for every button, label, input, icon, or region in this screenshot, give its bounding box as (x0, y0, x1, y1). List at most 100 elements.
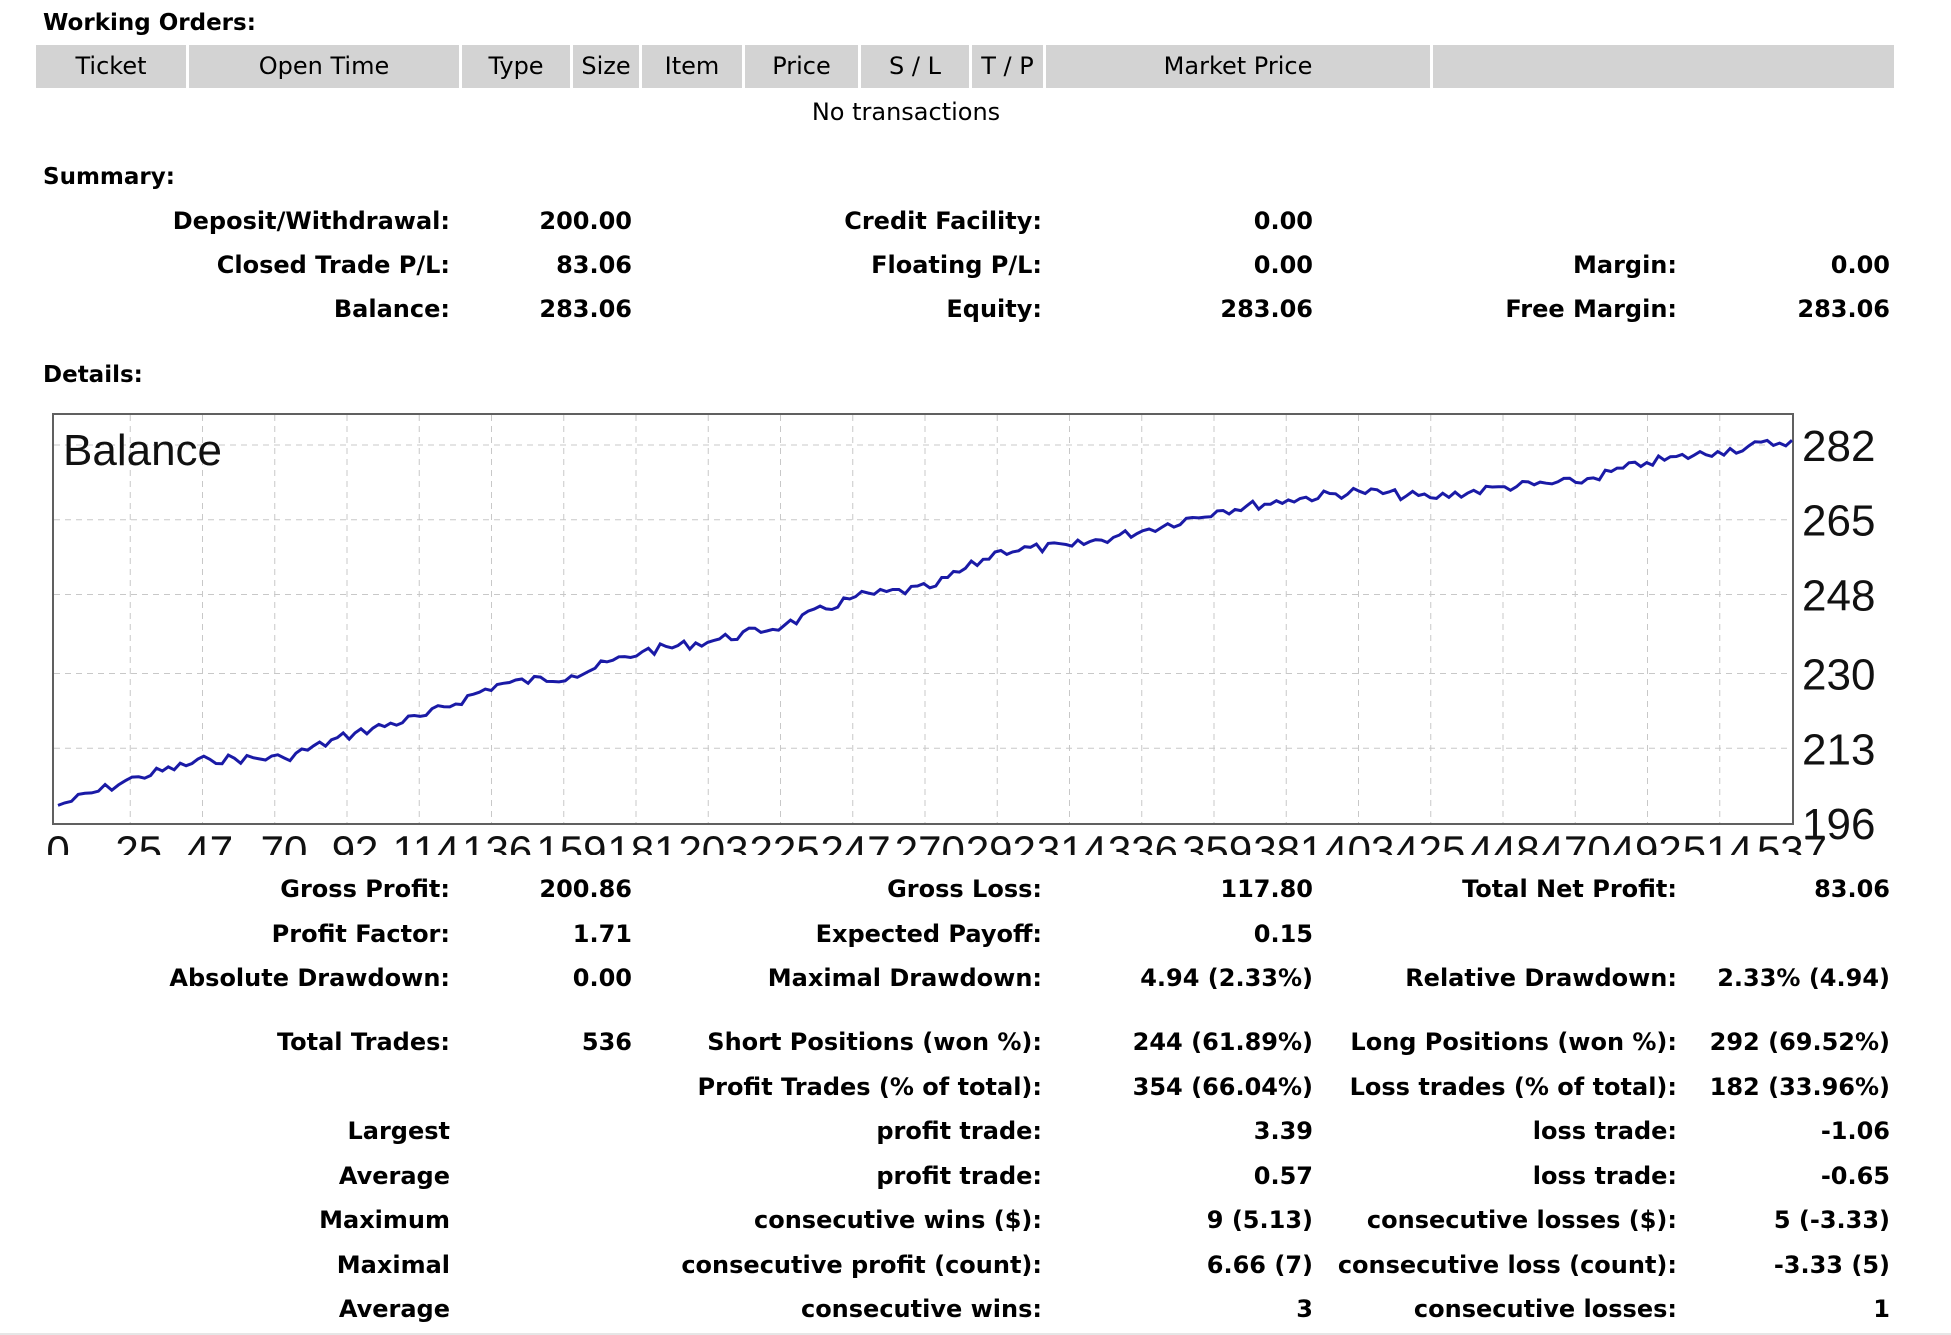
details-label-r5-c1: profit trade: (876, 1117, 1042, 1145)
x-tick-label: 492 (1612, 827, 1682, 855)
x-tick-label: 47 (186, 827, 233, 855)
x-tick-label: 25 (115, 827, 162, 855)
bottom-divider (0, 1333, 1951, 1335)
col-sl[interactable]: S / L (861, 45, 969, 88)
col-ticket[interactable]: Ticket (36, 45, 186, 88)
col-size[interactable]: Size (573, 45, 639, 88)
x-tick-label: 225 (749, 827, 819, 855)
x-tick-label: 381 (1253, 827, 1323, 855)
summary-value-r0-c0: 200.00 (539, 207, 632, 235)
y-tick-label: 213 (1802, 725, 1875, 774)
x-tick-label: 0 (46, 827, 69, 855)
details-label-r3-c1: Short Positions (won %): (707, 1028, 1042, 1056)
col-tp[interactable]: T / P (972, 45, 1043, 88)
x-tick-label: 247 (821, 827, 891, 855)
x-tick-label: 181 (607, 827, 677, 855)
x-tick-label: 292 (966, 827, 1036, 855)
details-value-r2-c1: 4.94 (2.33%) (1140, 964, 1313, 992)
details-value-r8-c1: 6.66 (7) (1206, 1251, 1313, 1279)
summary-label-r1-c0: Closed Trade P/L: (216, 251, 450, 279)
x-tick-label: 314 (1037, 827, 1107, 855)
details-value-r4-c1: 354 (66.04%) (1132, 1073, 1313, 1101)
y-tick-labels: 196 213 230 248 265 282 (1802, 422, 1875, 849)
x-tick-label: 448 (1470, 827, 1540, 855)
details-value-r6-c2: -0.65 (1820, 1162, 1890, 1190)
x-tick-label: 159 (536, 827, 606, 855)
summary-value-r1-c0: 83.06 (556, 251, 632, 279)
summary-heading: Summary: (43, 164, 175, 190)
details-value-r7-c1: 9 (5.13) (1206, 1206, 1313, 1234)
details-label-r0-c0: Gross Profit: (280, 875, 450, 903)
details-label-r1-c1: Expected Payoff: (815, 920, 1042, 948)
x-tick-label: 359 (1182, 827, 1252, 855)
col-item[interactable]: Item (642, 45, 742, 88)
summary-value-r0-c1: 0.00 (1253, 207, 1313, 235)
y-tick-label: 282 (1802, 422, 1875, 471)
x-tick-label: 470 (1541, 827, 1611, 855)
details-label-r1-c0: Profit Factor: (271, 920, 450, 948)
details-value-r9-c1: 3 (1296, 1295, 1313, 1323)
details-label-r5-c2: loss trade: (1532, 1117, 1677, 1145)
details-label-r6-c0: Average (338, 1162, 450, 1190)
summary-label-r2-c1: Equity: (946, 295, 1042, 323)
x-tick-label: 114 (393, 827, 460, 855)
details-value-r2-c0: 0.00 (572, 964, 632, 992)
summary-label-r2-c0: Balance: (333, 295, 450, 323)
col-extra[interactable] (1433, 45, 1894, 88)
col-market-price[interactable]: Market Price (1046, 45, 1430, 88)
details-label-r8-c2: consecutive loss (count): (1337, 1251, 1677, 1279)
y-tick-label: 196 (1802, 800, 1875, 849)
summary-value-r2-c0: 283.06 (539, 295, 632, 323)
details-label-r6-c2: loss trade: (1532, 1162, 1677, 1190)
details-label-r3-c0: Total Trades: (276, 1028, 450, 1056)
x-tick-label: 92 (332, 827, 379, 855)
x-tick-label: 136 (462, 827, 532, 855)
details-label-r7-c1: consecutive wins ($): (753, 1206, 1042, 1234)
x-tick-labels: 0 25 47 70 92 114 136 159 181 203 225 247 270 292 314 3… (46, 827, 1827, 855)
x-tick-label: 514 (1683, 827, 1753, 855)
x-tick-label: 270 (895, 827, 965, 855)
details-label-r2-c2: Relative Drawdown: (1405, 964, 1677, 992)
x-tick-label: 70 (261, 827, 308, 855)
chart-frame (52, 413, 1794, 825)
details-value-r9-c2: 1 (1873, 1295, 1890, 1323)
details-label-r4-c2: Loss trades (% of total): (1349, 1073, 1677, 1101)
col-price[interactable]: Price (745, 45, 858, 88)
details-value-r5-c2: -1.06 (1820, 1117, 1890, 1145)
chart-grid (54, 415, 1792, 823)
details-value-r1-c1: 0.15 (1253, 920, 1313, 948)
details-value-r6-c1: 0.57 (1253, 1162, 1313, 1190)
details-value-r3-c2: 292 (69.52%) (1709, 1028, 1890, 1056)
details-value-r0-c2: 83.06 (1814, 875, 1890, 903)
x-tick-label: 537 (1757, 827, 1827, 855)
x-tick-label: 403 (1324, 827, 1394, 855)
details-label-r4-c1: Profit Trades (% of total): (697, 1073, 1042, 1101)
details-value-r3-c1: 244 (61.89%) (1132, 1028, 1313, 1056)
balance-chart: 196 213 230 248 265 282 0 25 47 70 92 114 136 159 181… (46, 413, 1875, 855)
details-label-r2-c1: Maximal Drawdown: (767, 964, 1042, 992)
chart-title: Balance (63, 426, 222, 475)
details-value-r0-c1: 117.80 (1220, 875, 1313, 903)
details-heading: Details: (43, 362, 143, 388)
col-open-time[interactable]: Open Time (189, 45, 459, 88)
details-value-r8-c2: -3.33 (5) (1773, 1251, 1890, 1279)
details-value-r7-c2: 5 (-3.33) (1773, 1206, 1890, 1234)
details-label-r5-c0: Largest (347, 1117, 450, 1145)
summary-value-r2-c1: 283.06 (1220, 295, 1313, 323)
summary-label-r0-c0: Deposit/Withdrawal: (172, 207, 450, 235)
details-value-r0-c0: 200.86 (539, 875, 632, 903)
details-label-r0-c2: Total Net Profit: (1462, 875, 1677, 903)
details-label-r9-c1: consecutive wins: (800, 1295, 1042, 1323)
col-type[interactable]: Type (462, 45, 570, 88)
summary-value-r1-c2: 0.00 (1830, 251, 1890, 279)
details-label-r6-c1: profit trade: (876, 1162, 1042, 1190)
summary-label-r2-c2: Free Margin: (1505, 295, 1677, 323)
details-label-r7-c2: consecutive losses ($): (1366, 1206, 1677, 1234)
working-orders-heading: Working Orders: (43, 10, 256, 36)
details-label-r9-c2: consecutive losses: (1413, 1295, 1677, 1323)
no-transactions-text: No transactions (811, 98, 1001, 126)
summary-label-r1-c2: Margin: (1572, 251, 1677, 279)
x-tick-label: 203 (678, 827, 748, 855)
details-label-r2-c0: Absolute Drawdown: (169, 964, 450, 992)
details-label-r0-c1: Gross Loss: (887, 875, 1042, 903)
